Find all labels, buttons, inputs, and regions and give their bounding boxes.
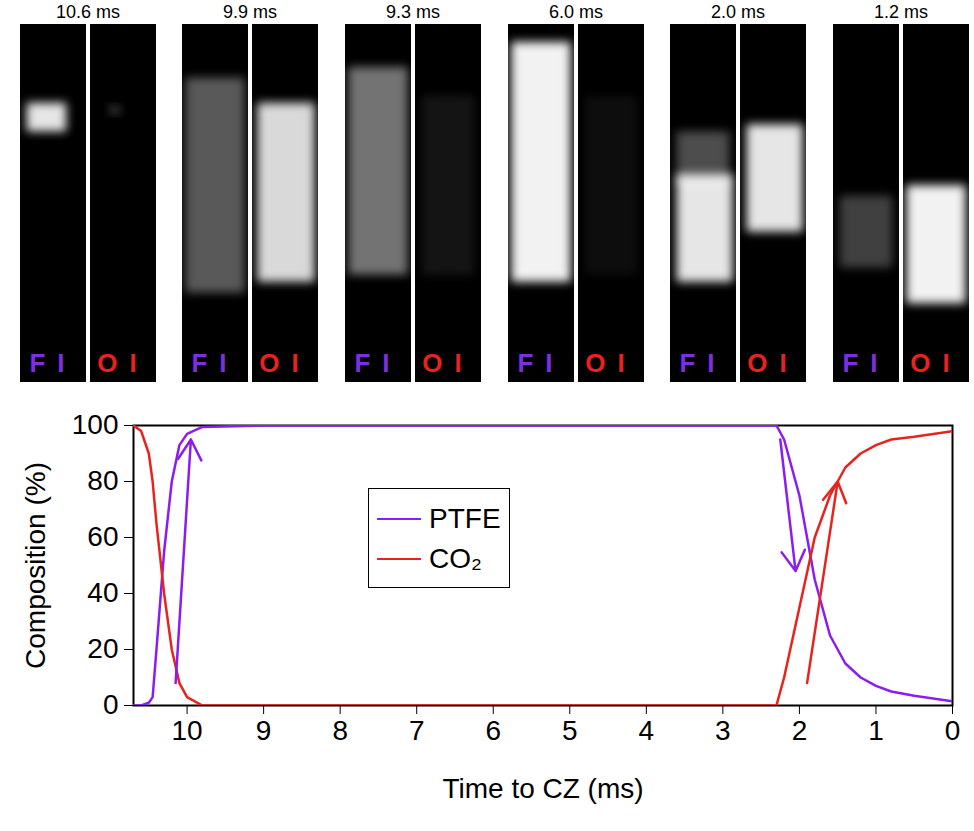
svg-text:6.0 ms: 6.0 ms	[549, 2, 603, 22]
svg-text:OI: OI	[259, 348, 310, 378]
svg-text:3: 3	[715, 715, 731, 746]
svg-text:10: 10	[172, 715, 203, 746]
svg-text:9.3 ms: 9.3 ms	[386, 2, 440, 22]
svg-text:OI: OI	[910, 348, 961, 378]
svg-text:FI: FI	[191, 348, 238, 378]
svg-text:7: 7	[409, 715, 425, 746]
svg-text:FI: FI	[354, 348, 401, 378]
svg-text:1: 1	[868, 715, 884, 746]
svg-text:Composition (%): Composition (%)	[20, 462, 51, 669]
svg-text:40: 40	[87, 577, 118, 608]
svg-text:60: 60	[87, 521, 118, 552]
svg-text:80: 80	[87, 465, 118, 496]
svg-text:0: 0	[103, 689, 119, 720]
html-text:CO₂: CO₂	[429, 543, 482, 574]
svg-text:4: 4	[639, 715, 655, 746]
svg-text:OI: OI	[422, 348, 473, 378]
svg-text:9: 9	[256, 715, 272, 746]
svg-text:Time to CZ (ms): Time to CZ (ms)	[442, 773, 643, 804]
svg-text:100: 100	[72, 409, 119, 440]
svg-text:9.9 ms: 9.9 ms	[223, 2, 277, 22]
svg-text:OI: OI	[97, 348, 148, 378]
svg-text:OI: OI	[747, 348, 798, 378]
svg-text:1.2 ms: 1.2 ms	[874, 2, 928, 22]
html-text:PTFE: PTFE	[429, 503, 501, 534]
svg-text:2.0 ms: 2.0 ms	[711, 2, 765, 22]
svg-text:6: 6	[485, 715, 501, 746]
svg-text:0: 0	[945, 715, 961, 746]
svg-text:2: 2	[792, 715, 808, 746]
svg-text:FI: FI	[517, 348, 564, 378]
svg-text:20: 20	[87, 633, 118, 664]
svg-text:FI: FI	[29, 348, 76, 378]
svg-text:10.6 ms: 10.6 ms	[56, 2, 120, 22]
svg-text:5: 5	[562, 715, 578, 746]
svg-text:OI: OI	[585, 348, 636, 378]
svg-text:FI: FI	[679, 348, 726, 378]
svg-text:FI: FI	[842, 348, 889, 378]
svg-text:8: 8	[332, 715, 348, 746]
